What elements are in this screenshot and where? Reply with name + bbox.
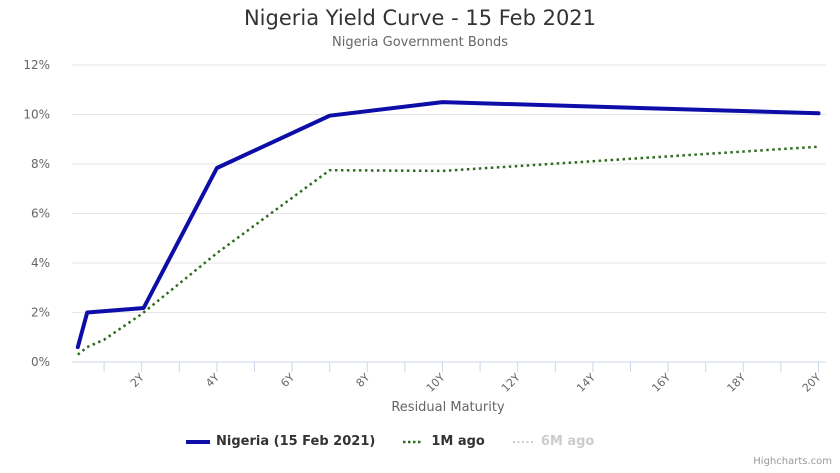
x-tick-label: 10Y [424, 371, 448, 395]
legend-label: 1M ago [431, 434, 485, 449]
chart-subtitle: Nigeria Government Bonds [332, 35, 508, 50]
legend-label: 6M ago [540, 434, 595, 449]
x-tick-label: 18Y [725, 371, 749, 395]
y-tick-label: 4% [31, 256, 50, 270]
x-tick-label: 2Y [128, 371, 147, 390]
legend-item-1m-ago[interactable]: 1M ago [401, 434, 485, 449]
y-tick-label: 12% [23, 58, 50, 72]
x-tick-label: 12Y [499, 371, 523, 395]
x-tick-label: 20Y [800, 371, 824, 395]
x-tick-label: 4Y [203, 371, 222, 390]
solid-line-icon [186, 439, 210, 444]
x-axis: 2Y 4Y 6Y 8Y 10Y 12Y 14Y 16Y 18Y 20Y [72, 361, 826, 395]
y-tick-label: 8% [31, 157, 50, 171]
chart-title: Nigeria Yield Curve - 15 Feb 2021 [243, 6, 597, 30]
y-tick-label: 10% [23, 108, 50, 122]
y-tick-label: 0% [31, 355, 50, 369]
legend-item-6m-ago[interactable]: 6M ago [511, 434, 595, 449]
y-tick-label: 2% [31, 306, 50, 320]
legend: Nigeria (15 Feb 2021) 1M ago 6M ago [186, 434, 620, 449]
legend-item-nigeria[interactable]: Nigeria (15 Feb 2021) [186, 434, 375, 449]
plot-area: 0% 2% 4% 6% 8% 10% 12% 2Y 4Y 6Y 8Y 10Y 12Y 14Y 16Y 18Y… [23, 58, 826, 395]
legend-label: Nigeria (15 Feb 2021) [216, 434, 376, 449]
series-lines [75, 100, 821, 356]
y-tick-label: 6% [31, 207, 50, 221]
credits-link[interactable]: Highcharts.com [753, 456, 832, 467]
y-axis-labels: 0% 2% 4% 6% 8% 10% 12% [23, 58, 50, 369]
gridlines [72, 64, 826, 313]
dotted-line-icon [403, 440, 424, 443]
x-axis-title: Residual Maturity [391, 400, 505, 415]
series-line[interactable] [75, 100, 821, 350]
series-line[interactable] [77, 145, 819, 356]
x-tick-label: 16Y [649, 371, 673, 395]
x-tick-label: 8Y [354, 371, 373, 390]
x-tick-label: 6Y [278, 371, 297, 390]
dotted-line-icon [512, 440, 533, 443]
x-tick-label: 14Y [574, 371, 598, 395]
